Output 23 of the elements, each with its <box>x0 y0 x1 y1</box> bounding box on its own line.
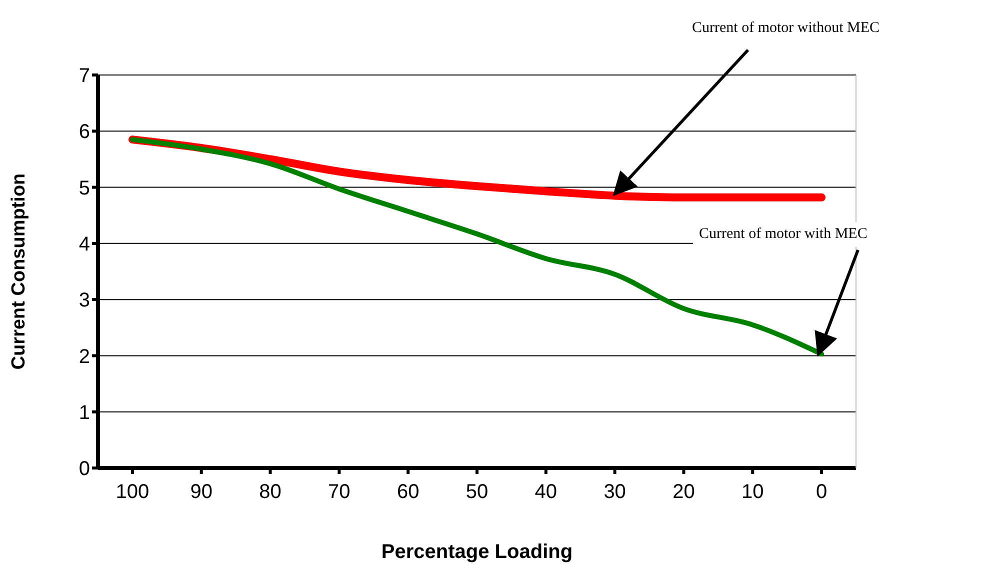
annotation: Current of motor without MEC <box>686 16 886 41</box>
y-tick-label: 3 <box>78 290 90 312</box>
y-axis-title: Current Consumption <box>8 173 30 370</box>
y-tick-label: 5 <box>78 177 90 200</box>
y-tick-label: 1 <box>78 402 90 424</box>
y-tick-label: 4 <box>78 234 90 256</box>
y-tick-label: 6 <box>78 121 90 144</box>
x-tick-label: 30 <box>604 481 626 504</box>
y-tick-label: 2 <box>78 346 90 368</box>
x-tick-label: 0 <box>816 481 828 504</box>
x-tick-label: 20 <box>672 481 695 504</box>
x-tick-label: 70 <box>328 481 350 504</box>
x-tick-label: 90 <box>190 481 212 504</box>
x-tick-label: 60 <box>396 481 420 504</box>
x-tick-label: 100 <box>116 481 150 504</box>
annotation: Current of motor with MEC <box>693 222 874 247</box>
x-tick-label: 10 <box>742 481 764 504</box>
y-tick-label: 7 <box>78 65 90 88</box>
x-tick-label: 80 <box>259 481 282 504</box>
x-tick-label: 50 <box>466 481 488 504</box>
y-tick-label: 0 <box>78 458 90 480</box>
x-tick-label: 40 <box>534 481 558 504</box>
x-axis-title: Percentage Loading <box>381 541 573 563</box>
